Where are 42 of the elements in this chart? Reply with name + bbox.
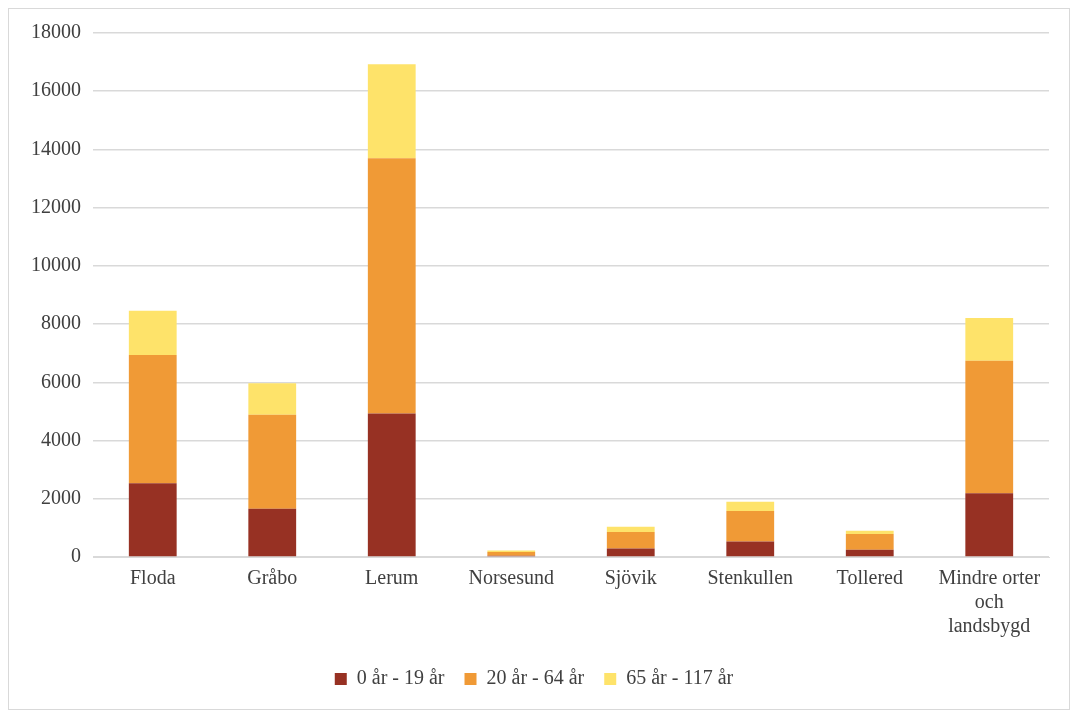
- y-tick-label: 2000: [41, 486, 81, 509]
- x-tick-label: Gråbo: [247, 566, 298, 589]
- bar: [965, 318, 1014, 361]
- x-tick-label: Lerum: [365, 566, 419, 589]
- y-tick-label: 4000: [41, 427, 81, 450]
- x-tick-label: Sjövik: [604, 566, 657, 590]
- bar: [367, 413, 416, 557]
- x-tick-label: Mindre orter och landsbygd: [938, 566, 1041, 638]
- bar: [248, 383, 297, 415]
- y-tick-label: 0: [71, 544, 81, 567]
- bar: [367, 158, 416, 414]
- bar: [965, 493, 1014, 557]
- bar: [128, 310, 177, 355]
- y-tick-label: 18000: [31, 20, 81, 43]
- bar: [606, 526, 655, 532]
- legend-label: 65 år - 117 år: [626, 666, 734, 689]
- x-tick-label: Norsesund: [468, 566, 555, 589]
- x-tick-label: Floda: [129, 566, 176, 589]
- bar: [248, 508, 297, 557]
- legend-label: 20 år - 64 år: [486, 666, 585, 689]
- bar: [845, 549, 894, 557]
- y-tick-label: 16000: [31, 78, 81, 101]
- bar: [726, 501, 775, 511]
- x-tick-label: Tollered: [836, 566, 903, 589]
- y-tick-label: 8000: [41, 311, 81, 334]
- bar: [248, 414, 297, 509]
- bar: [845, 530, 894, 534]
- bar: [845, 534, 894, 550]
- bar: [606, 531, 655, 549]
- bar: [128, 483, 177, 557]
- bar: [367, 64, 416, 159]
- bar: [726, 541, 775, 557]
- y-tick-label: 12000: [31, 194, 81, 217]
- y-tick-label: 10000: [31, 253, 81, 276]
- bar: [965, 360, 1014, 494]
- bar: [606, 548, 655, 557]
- legend-label: 0 år - 19 år: [356, 666, 445, 689]
- y-tick-label: 6000: [41, 369, 81, 392]
- bar: [726, 511, 775, 542]
- bar: [128, 354, 177, 484]
- y-tick-label: 14000: [31, 136, 81, 159]
- x-tick-label: Stenkullen: [707, 566, 794, 589]
